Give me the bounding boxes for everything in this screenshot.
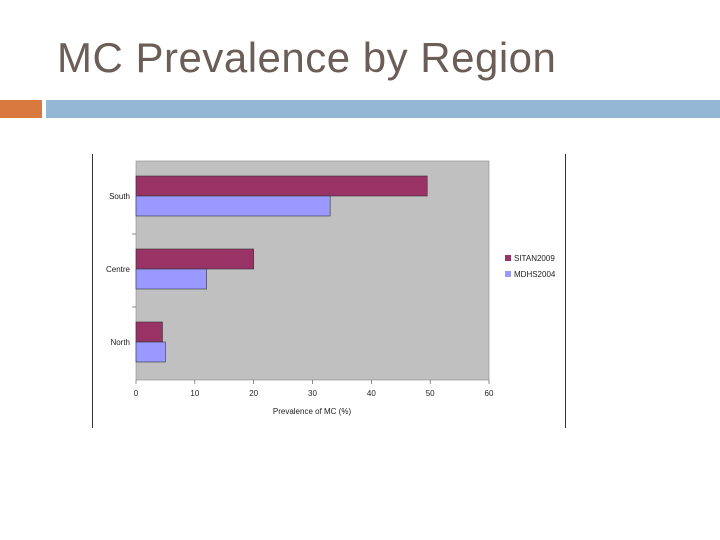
x-tick-label: 20 (249, 389, 258, 398)
accent-bar-orange (0, 100, 42, 118)
legend-swatch-sitan2009 (505, 255, 511, 261)
x-tick-label: 10 (190, 389, 199, 398)
x-tick-label: 30 (308, 389, 317, 398)
chart-frame-left-edge (92, 154, 93, 428)
chart-frame: South Centre North 0 10 20 30 40 50 60 Prevalenc… (92, 154, 566, 428)
bar-north-mdhs2004 (135, 341, 166, 363)
x-tick-label: 0 (134, 389, 139, 398)
slide-title: MC Prevalence by Region (57, 34, 557, 81)
accent-bar-blue (46, 100, 720, 118)
category-label-centre: Centre (106, 265, 131, 274)
bar-north-sitan2009 (135, 321, 163, 343)
chart-frame-right-edge (565, 154, 566, 428)
bar-chart: South Centre North 0 10 20 30 40 50 60 Prevalenc… (106, 160, 556, 416)
legend-swatch-mdhs2004 (505, 271, 511, 277)
bar-south-sitan2009 (135, 175, 428, 197)
legend-label-mdhs2004: MDHS2004 (514, 270, 556, 279)
category-label-north: North (110, 338, 130, 347)
category-label-south: South (109, 192, 130, 201)
x-tick-label: 50 (426, 389, 435, 398)
legend-label-sitan2009: SITAN2009 (514, 254, 555, 263)
bar-south-mdhs2004 (135, 195, 331, 217)
legend: SITAN2009 MDHS2004 (505, 254, 556, 279)
x-tick-label: 60 (485, 389, 494, 398)
bar-centre-mdhs2004 (135, 268, 207, 290)
x-axis-label: Prevalence of MC (%) (273, 407, 352, 416)
x-tick-label: 40 (367, 389, 376, 398)
bar-centre-sitan2009 (135, 248, 254, 270)
